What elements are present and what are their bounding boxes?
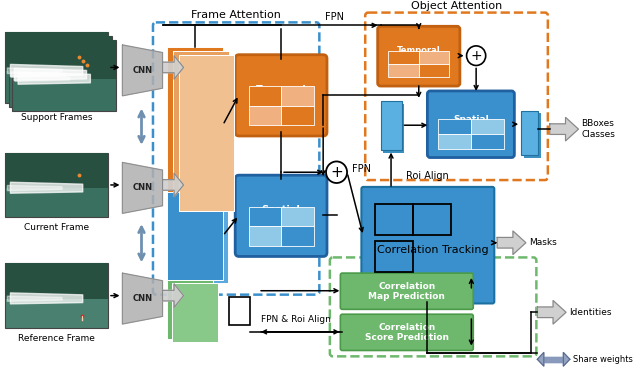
Bar (471, 134, 504, 149)
Bar (12, 40, 116, 79)
Text: Roi Align: Roi Align (406, 171, 449, 181)
Polygon shape (538, 301, 566, 324)
Text: Correlation
Map Prediction: Correlation Map Prediction (369, 282, 445, 301)
Text: BBoxes
Classes: BBoxes Classes (581, 119, 615, 139)
Text: Spatial
Attention: Spatial Attention (447, 115, 495, 134)
FancyBboxPatch shape (378, 26, 460, 86)
Bar (281, 106, 314, 125)
Polygon shape (163, 56, 184, 79)
Bar (375, 241, 413, 272)
Text: Temporal
Attention: Temporal Attention (255, 85, 307, 106)
Polygon shape (544, 357, 563, 362)
Bar (4, 153, 108, 188)
Bar (179, 55, 234, 211)
Text: Current Frame: Current Frame (24, 223, 89, 232)
FancyBboxPatch shape (362, 187, 494, 304)
Polygon shape (497, 231, 526, 254)
Polygon shape (550, 117, 579, 141)
Bar (4, 32, 108, 103)
Bar (438, 119, 471, 134)
Polygon shape (163, 284, 184, 307)
Bar (172, 195, 228, 283)
Bar (281, 226, 314, 246)
Text: Masks: Masks (529, 238, 556, 247)
Polygon shape (538, 352, 544, 366)
Polygon shape (544, 357, 563, 362)
Bar (419, 51, 449, 64)
Text: Spatial
Attention: Spatial Attention (255, 205, 307, 227)
Bar (281, 86, 314, 106)
Text: Correlation Tracking: Correlation Tracking (378, 245, 489, 256)
Bar (248, 207, 281, 226)
Polygon shape (122, 162, 163, 213)
Text: Support Frames: Support Frames (20, 113, 92, 122)
Circle shape (467, 46, 486, 66)
Bar (4, 32, 108, 71)
Bar (248, 226, 281, 246)
Text: Object Attention: Object Attention (411, 1, 502, 10)
Bar (471, 119, 504, 134)
Bar (388, 51, 419, 64)
Bar (521, 110, 538, 154)
Text: Correlation
Score Prediction: Correlation Score Prediction (365, 323, 449, 342)
FancyBboxPatch shape (340, 314, 473, 351)
Text: +: + (470, 49, 482, 63)
Bar (179, 55, 234, 211)
Text: FPN: FPN (352, 164, 371, 174)
Bar (383, 104, 404, 153)
FancyBboxPatch shape (235, 55, 327, 136)
Polygon shape (163, 173, 184, 197)
Bar (167, 192, 223, 280)
Text: CNN: CNN (132, 184, 152, 192)
Polygon shape (122, 273, 163, 324)
Bar (248, 86, 281, 106)
Text: FPN & Roi Align: FPN & Roi Align (262, 315, 332, 324)
Text: Identities: Identities (569, 308, 611, 317)
Bar (167, 47, 223, 204)
Text: Frame Attention: Frame Attention (191, 10, 281, 21)
Text: Reference Frame: Reference Frame (18, 334, 95, 343)
Bar (381, 101, 401, 150)
FancyBboxPatch shape (340, 273, 473, 309)
Text: FPN: FPN (325, 12, 344, 22)
Circle shape (326, 162, 347, 183)
Bar (8, 36, 112, 107)
Text: Temporal
Attention: Temporal Attention (396, 47, 442, 66)
Bar (281, 207, 314, 226)
Bar (230, 297, 250, 325)
Polygon shape (122, 45, 163, 96)
Polygon shape (563, 352, 570, 366)
Bar (167, 280, 213, 339)
Bar (4, 263, 108, 328)
Bar (388, 64, 419, 77)
Bar (524, 113, 541, 157)
Bar (4, 263, 108, 299)
Bar (413, 204, 451, 235)
Bar (419, 64, 449, 77)
FancyBboxPatch shape (235, 175, 327, 257)
Text: CNN: CNN (132, 294, 152, 303)
FancyBboxPatch shape (428, 91, 515, 157)
Bar (12, 40, 116, 110)
Text: CNN: CNN (132, 66, 152, 75)
Bar (248, 106, 281, 125)
Text: +: + (330, 165, 343, 180)
Bar (4, 153, 108, 217)
Text: Share weights: Share weights (573, 355, 632, 364)
Bar (172, 283, 218, 342)
Bar (375, 204, 413, 235)
Bar (8, 36, 112, 75)
Bar (438, 134, 471, 149)
Bar (173, 51, 228, 207)
Bar (173, 51, 228, 207)
